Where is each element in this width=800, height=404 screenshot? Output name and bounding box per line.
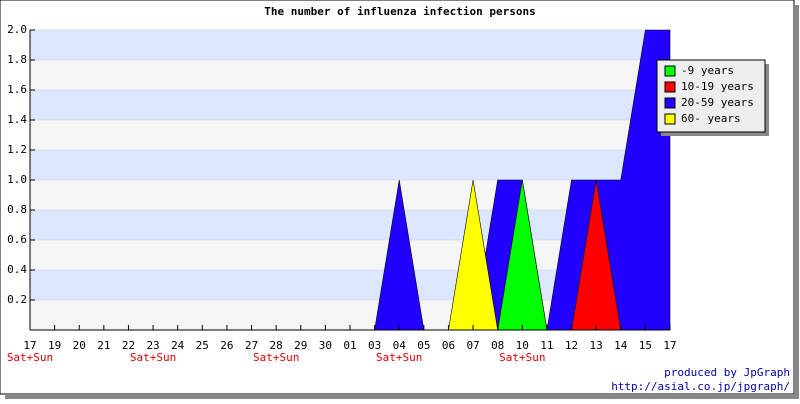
legend-swatch xyxy=(664,81,676,93)
x-sublabel: Sat+Sun xyxy=(376,351,422,364)
x-tick-label: 07 xyxy=(466,339,479,352)
x-tick-label: 17 xyxy=(23,339,36,352)
shadow xyxy=(794,5,799,399)
x-tick-label: 12 xyxy=(565,339,578,352)
legend-swatch xyxy=(664,65,676,77)
legend-label: 20-59 years xyxy=(681,96,754,109)
x-tick-label: 10 xyxy=(516,339,529,352)
x-sublabel: Sat+Sun xyxy=(130,351,176,364)
x-tick-label: 11 xyxy=(540,339,553,352)
x-tick-label: 28 xyxy=(270,339,283,352)
x-tick-label: 08 xyxy=(491,339,504,352)
y-tick-label: 1.6 xyxy=(7,83,27,96)
grid-band xyxy=(30,30,670,60)
x-tick-label: 27 xyxy=(245,339,258,352)
y-tick-label: 0.4 xyxy=(7,263,27,276)
x-tick-label: 06 xyxy=(442,339,455,352)
x-tick-label: 29 xyxy=(294,339,307,352)
y-tick-label: 2.0 xyxy=(7,23,27,36)
footer: produced by JpGraph xyxy=(664,366,790,379)
shadow xyxy=(5,394,799,399)
x-sublabel: Sat+Sun xyxy=(499,351,545,364)
x-tick-label: 20 xyxy=(73,339,86,352)
x-tick-label: 13 xyxy=(590,339,603,352)
x-tick-label: 26 xyxy=(220,339,233,352)
y-tick-label: 0.2 xyxy=(7,293,27,306)
legend-label: 10-19 years xyxy=(681,80,754,93)
x-tick-label: 23 xyxy=(146,339,159,352)
y-tick-label: 1.2 xyxy=(7,143,27,156)
legend-swatch xyxy=(664,97,676,109)
x-tick-label: 21 xyxy=(97,339,110,352)
x-sublabel: Sat+Sun xyxy=(7,351,53,364)
x-tick-label: 24 xyxy=(171,339,185,352)
y-tick-label: 0.6 xyxy=(7,233,27,246)
grid-band xyxy=(30,150,670,180)
grid-band xyxy=(30,90,670,120)
footer: http://asial.co.jp/jpgraph/ xyxy=(611,380,790,393)
y-tick-label: 0.8 xyxy=(7,203,27,216)
x-tick-label: 03 xyxy=(368,339,381,352)
y-tick-label: 1.0 xyxy=(7,173,27,186)
x-tick-label: 30 xyxy=(319,339,332,352)
chart-title: The number of influenza infection person… xyxy=(264,5,536,18)
x-tick-label: 19 xyxy=(48,339,61,352)
legend-label: 60- years xyxy=(681,112,741,125)
x-tick-label: 14 xyxy=(614,339,628,352)
x-tick-label: 04 xyxy=(393,339,407,352)
y-tick-label: 1.4 xyxy=(7,113,27,126)
legend-label: -9 years xyxy=(681,64,734,77)
x-tick-label: 01 xyxy=(343,339,356,352)
x-tick-label: 22 xyxy=(122,339,135,352)
x-sublabel: Sat+Sun xyxy=(253,351,299,364)
x-tick-label: 05 xyxy=(417,339,430,352)
x-tick-label: 25 xyxy=(196,339,209,352)
legend-swatch xyxy=(664,113,676,125)
y-tick-label: 1.8 xyxy=(7,53,27,66)
x-tick-label: 17 xyxy=(663,339,676,352)
x-tick-label: 15 xyxy=(639,339,652,352)
